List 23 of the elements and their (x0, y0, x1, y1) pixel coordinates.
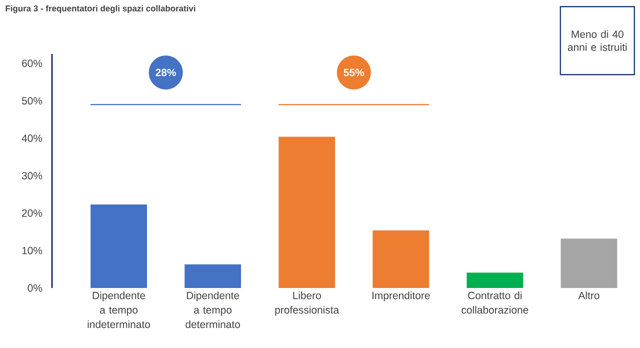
bar (184, 264, 242, 288)
bar (278, 136, 336, 288)
bar (466, 272, 524, 288)
y-tick-label: 40% (22, 134, 42, 142)
chart-title: Figura 3 - frequentatori degli spazi collaborativi (6, 5, 196, 14)
x-tick-label: Imprenditore (372, 292, 430, 302)
bar (372, 230, 430, 288)
x-tick-label: Dipendente a tempo determinato (186, 292, 240, 328)
x-tick-label: Libero professionista (275, 292, 340, 316)
x-tick-label: Altro (578, 292, 600, 300)
y-tick-label: 50% (22, 97, 42, 105)
x-tick-label: Dipendente a tempo indeterminato (88, 292, 150, 328)
text: Meno di 40 anni e istruiti (568, 30, 627, 51)
annotation: 28% (156, 68, 176, 76)
y-tick-label: 60% (22, 60, 42, 68)
y-tick-label: 0% (28, 284, 42, 292)
bar (560, 238, 618, 288)
annotation: 55% (344, 68, 364, 76)
y-tick-label: 20% (22, 209, 42, 217)
bar (90, 204, 147, 288)
x-tick-label: Contratto di collaborazione (462, 292, 528, 314)
y-tick-label: 10% (22, 246, 42, 254)
y-tick-label: 30% (22, 172, 42, 180)
